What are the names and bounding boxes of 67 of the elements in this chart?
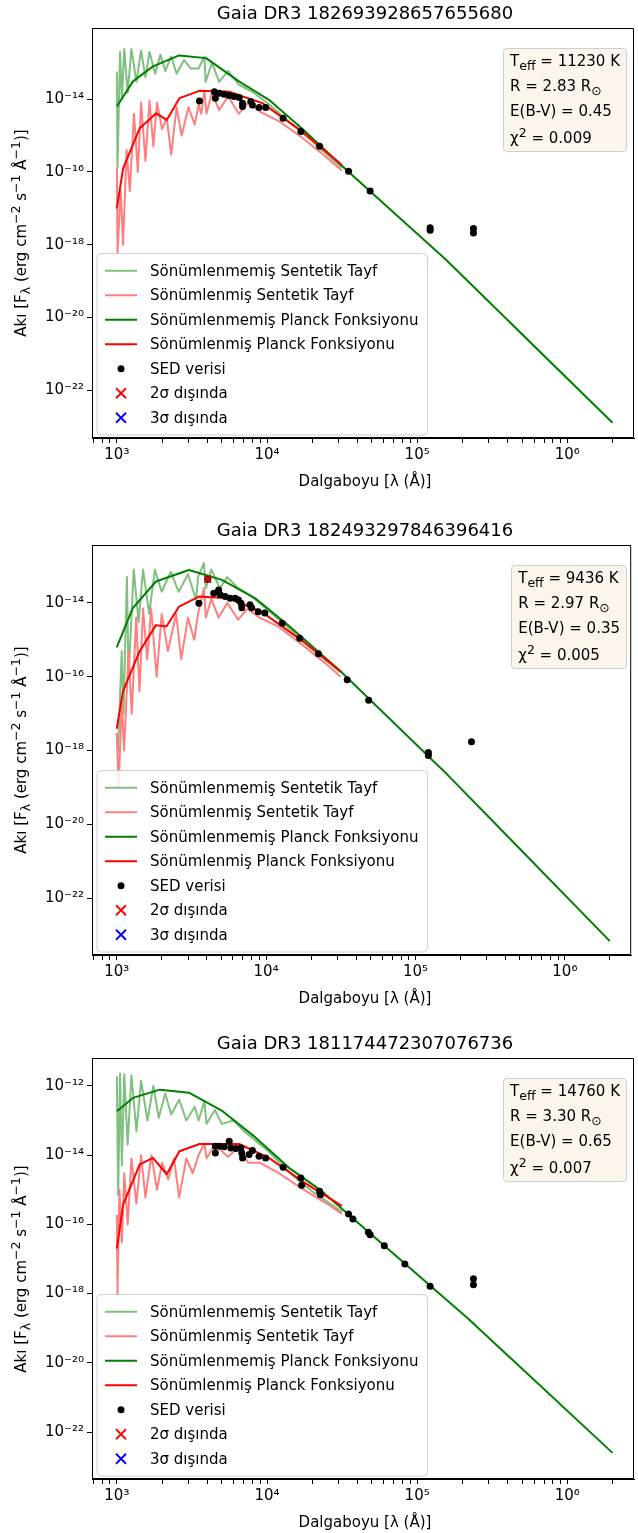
legend-label: Sönümlenmemiş Sentetik Tayf	[150, 778, 379, 797]
legend-label: Sönümlenmemiş Sentetik Tayf	[150, 261, 379, 280]
annotation: T$_{eff}$ = 14760 K	[510, 1082, 620, 1103]
y-tick-label: 10⁻¹⁴	[44, 1145, 84, 1164]
legend-label: Sönümlenmiş Sentetik Tayf	[150, 1327, 355, 1346]
annotation: E(B-V) = 0.65	[510, 1132, 612, 1150]
x-tick-label: 10³	[104, 961, 130, 980]
y-tick-label: 10⁻²⁰	[44, 814, 84, 833]
legend-label: SED verisi	[150, 876, 226, 895]
annotation: χ$^{2}$ = 0.005	[518, 642, 600, 664]
x-axis-title: Dalgaboyu [λ (Å)]	[297, 472, 433, 490]
y-tick-label: 10⁻¹⁸	[44, 740, 84, 759]
x-tick-label: 10³	[104, 444, 130, 463]
legend-label: 2σ dışında	[150, 901, 228, 920]
legend-label: Sönümlenmemiş Planck Fonksiyonu	[150, 1351, 419, 1370]
annotation: R = 3.30 R$_{⊙}$	[510, 1107, 602, 1128]
y-tick-label: 10⁻¹⁸	[44, 1283, 84, 1302]
x-tick-label: 10³	[104, 1485, 130, 1504]
x-tick-label: 10⁴	[254, 444, 280, 463]
x-tick-label: 10⁵	[402, 961, 429, 980]
legend-label: Sönümlenmemiş Planck Fonksiyonu	[150, 827, 419, 846]
y-tick-label: 10⁻²²	[44, 888, 84, 907]
y-tick-label: 10⁻²²	[44, 1421, 84, 1440]
legend-label: 2σ dışında	[150, 1425, 228, 1444]
annotation: T$_{eff}$ = 9436 K	[518, 569, 619, 590]
x-tick-label: 10⁵	[404, 444, 430, 463]
legend-label: 2σ dışında	[150, 384, 228, 403]
legend-label: 3σ dışında	[150, 1449, 228, 1468]
y-tick-label: 10⁻¹⁸	[44, 234, 84, 253]
x-axis-title: Dalgaboyu [λ (Å)]	[297, 1513, 433, 1531]
annotation: E(B-V) = 0.35	[518, 619, 620, 637]
x-tick-label: 10⁴	[253, 961, 279, 980]
legend-label: SED verisi	[150, 359, 226, 378]
chart-title: Gaia DR3 181174472307076736	[215, 1032, 515, 1053]
legend-label: Sönümlenmiş Sentetik Tayf	[150, 286, 355, 305]
annotation: χ$^{2}$ = 0.007	[510, 1155, 592, 1177]
legend-label: Sönümlenmiş Planck Fonksiyonu	[150, 852, 395, 871]
chart-title: Gaia DR3 182493297846396416	[215, 519, 515, 540]
chart-title: Gaia DR3 182693928657655680	[215, 2, 515, 23]
y-tick-label: 10⁻¹²	[44, 1075, 84, 1094]
x-tick-label: 10⁶	[554, 444, 580, 463]
legend-label: Sönümlenmiş Planck Fonksiyonu	[150, 335, 395, 354]
y-tick-label: 10⁻¹⁶	[44, 666, 84, 685]
y-tick-label: 10⁻²⁰	[44, 307, 84, 326]
x-tick-label: 10⁶	[552, 961, 578, 980]
y-tick-label: 10⁻²⁰	[44, 1352, 84, 1371]
y-tick-label: 10⁻¹⁶	[44, 1214, 84, 1233]
x-tick-label: 10⁶	[554, 1485, 580, 1504]
legend-label: SED verisi	[150, 1400, 226, 1419]
legend-label: Sönümlenmiş Sentetik Tayf	[150, 803, 355, 822]
y-tick-label: 10⁻¹⁴	[44, 592, 84, 611]
legend-label: Sönümlenmiş Planck Fonksiyonu	[150, 1376, 395, 1395]
y-tick-label: 10⁻¹⁶	[44, 161, 84, 180]
x-tick-label: 10⁴	[254, 1485, 280, 1504]
legend-label: 3σ dışında	[150, 925, 228, 944]
annotation: R = 2.83 R$_{⊙}$	[510, 77, 602, 98]
y-tick-label: 10⁻¹⁴	[44, 89, 84, 108]
annotation: R = 2.97 R$_{⊙}$	[518, 594, 610, 615]
annotation: χ$^{2}$ = 0.009	[510, 125, 592, 147]
y-tick-label: 10⁻²²	[44, 379, 84, 398]
x-tick-label: 10⁵	[404, 1485, 430, 1504]
legend-label: 3σ dışında	[150, 408, 228, 427]
annotation: T$_{eff}$ = 11230 K	[510, 52, 620, 73]
legend-label: Sönümlenmemiş Sentetik Tayf	[150, 1302, 379, 1321]
annotation: E(B-V) = 0.45	[510, 102, 612, 120]
x-axis-title: Dalgaboyu [λ (Å)]	[297, 989, 433, 1007]
legend-label: Sönümlenmemiş Planck Fonksiyonu	[150, 310, 419, 329]
